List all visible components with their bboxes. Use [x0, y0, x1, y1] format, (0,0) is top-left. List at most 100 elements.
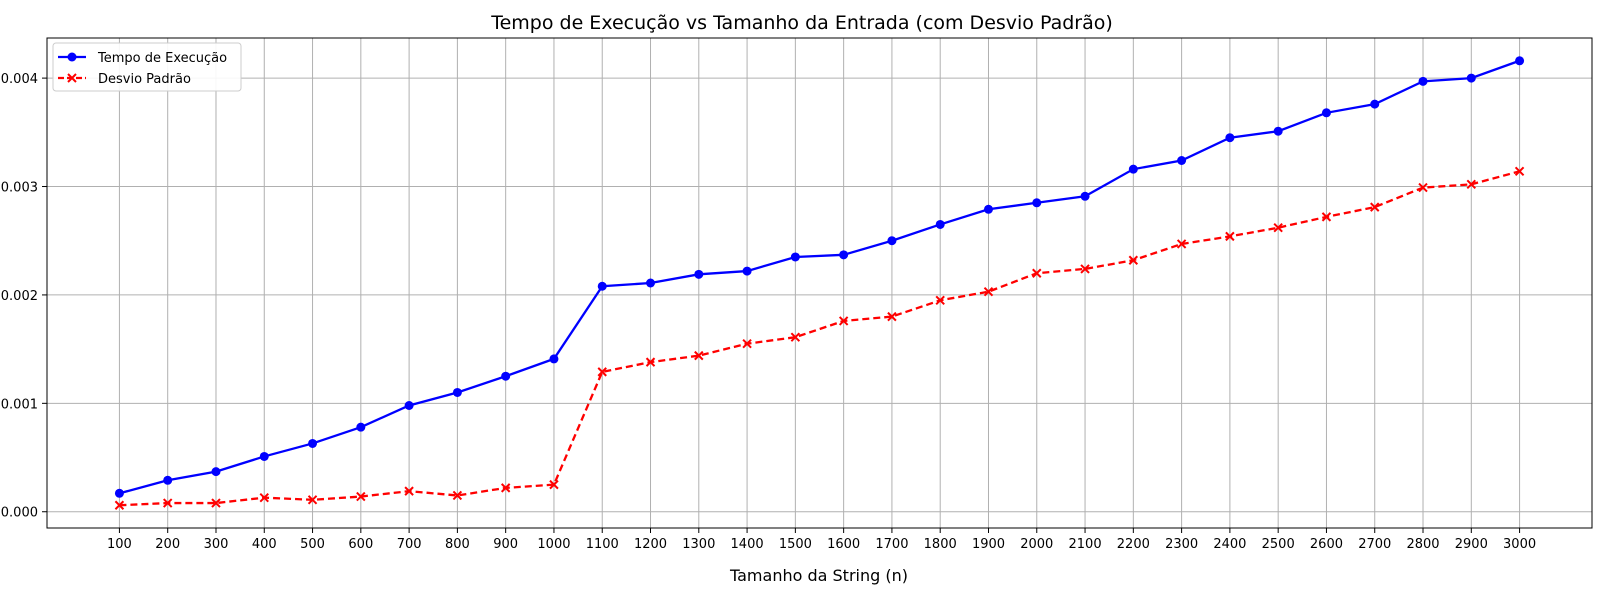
x-tick-label: 3000	[1503, 537, 1536, 552]
data-point	[694, 269, 704, 279]
x-tick-label: 2800	[1406, 537, 1439, 552]
data-point	[1080, 264, 1090, 274]
plot-area	[46, 37, 1593, 529]
data-point	[356, 491, 366, 502]
grid-lines	[47, 38, 1592, 528]
data-point	[597, 281, 607, 291]
data-point	[163, 475, 173, 485]
data-point	[114, 500, 125, 510]
y-tick-label: 0.001	[1, 397, 38, 412]
x-tick-label: 100	[107, 537, 132, 552]
data-point	[162, 498, 173, 508]
data-point	[1128, 255, 1139, 265]
data-point	[114, 488, 124, 498]
data-point	[308, 438, 318, 448]
x-tick-label: 300	[204, 537, 229, 552]
data-point	[211, 467, 221, 477]
x-tick-label: 1200	[634, 537, 667, 552]
x-axis: 100 200 300 400 500 600 700 800 900 1000 1100 1200 1…	[107, 528, 1536, 552]
data-point	[1514, 166, 1525, 177]
data-point	[1321, 108, 1331, 118]
data-point	[452, 490, 463, 501]
data-point	[500, 483, 511, 493]
y-tick-label: 0.004	[1, 72, 38, 87]
x-tick-label: 1100	[586, 537, 619, 552]
legend-box	[52, 42, 242, 92]
x-tick-label: 2000	[1020, 537, 1053, 552]
series-line-1	[119, 170, 1520, 507]
y-tick-label: 0.003	[1, 181, 38, 196]
data-point	[935, 219, 945, 229]
data-point	[549, 354, 559, 364]
data-point	[1370, 202, 1380, 212]
chart-title: Tempo de Execução vs Tamanho da Entrada …	[490, 12, 1113, 34]
data-point	[1032, 198, 1042, 208]
data-point	[307, 495, 318, 505]
legend-marker-desvio	[67, 73, 77, 83]
x-tick-label: 400	[252, 537, 277, 552]
x-tick-label: 600	[348, 537, 373, 552]
legend-label-tempo: Tempo de Execução	[97, 51, 227, 66]
x-tick-label: 2200	[1117, 537, 1150, 552]
data-point	[211, 498, 221, 508]
x-axis-label: Tamanho da String (n)	[729, 566, 908, 585]
data-point	[839, 250, 849, 260]
legend-label-desvio: Desvio Padrão	[98, 72, 191, 87]
x-tick-label: 1000	[537, 537, 570, 552]
x-tick-label: 200	[155, 537, 180, 552]
data-point	[501, 371, 511, 381]
data-point	[259, 492, 269, 503]
data-point	[1273, 223, 1283, 233]
x-tick-label: 2500	[1262, 537, 1295, 552]
data-point	[1466, 73, 1476, 83]
data-point	[838, 316, 849, 326]
data-point	[1515, 56, 1525, 66]
data-point	[1321, 212, 1332, 222]
x-tick-label: 1800	[924, 537, 957, 552]
x-tick-label: 1600	[827, 537, 860, 552]
data-point	[935, 295, 945, 306]
series-line-0	[119, 59, 1520, 495]
data-point	[1225, 231, 1235, 242]
data-point	[1128, 164, 1138, 174]
data-point	[1176, 239, 1187, 249]
x-tick-label: 2700	[1358, 537, 1391, 552]
x-tick-label: 2100	[1069, 537, 1102, 552]
data-point	[887, 236, 897, 246]
x-tick-label: 1700	[875, 537, 908, 552]
data-point	[1225, 133, 1235, 143]
data-point	[1080, 191, 1090, 201]
data-point	[742, 339, 752, 349]
x-tick-label: 2400	[1213, 537, 1246, 552]
legend: Tempo de Execução Desvio Padrão	[52, 42, 242, 92]
data-point	[790, 332, 801, 342]
x-tick-label: 2600	[1310, 537, 1343, 552]
data-point	[404, 486, 414, 496]
data-point	[1466, 179, 1477, 190]
data-point	[1032, 268, 1042, 278]
data-point	[1370, 99, 1380, 109]
data-point	[790, 252, 800, 262]
data-point	[983, 204, 993, 214]
series-layer	[114, 56, 1525, 510]
data-point	[404, 401, 414, 410]
x-tick-label: 700	[397, 537, 422, 552]
legend-marker-tempo	[67, 52, 77, 62]
data-point	[259, 451, 269, 461]
data-point	[549, 479, 559, 490]
y-tick-label: 0.002	[1, 289, 38, 304]
x-tick-label: 1400	[731, 537, 764, 552]
x-tick-label: 1500	[779, 537, 812, 552]
data-point	[356, 422, 366, 432]
data-point	[597, 367, 607, 377]
data-point	[887, 311, 897, 322]
data-point	[983, 286, 994, 297]
data-point	[1273, 126, 1283, 136]
data-point	[694, 350, 704, 361]
x-tick-label: 2900	[1455, 537, 1488, 552]
x-tick-label: 1900	[972, 537, 1005, 552]
data-point	[1418, 76, 1428, 86]
data-point	[1177, 156, 1187, 165]
x-tick-label: 900	[493, 537, 518, 552]
